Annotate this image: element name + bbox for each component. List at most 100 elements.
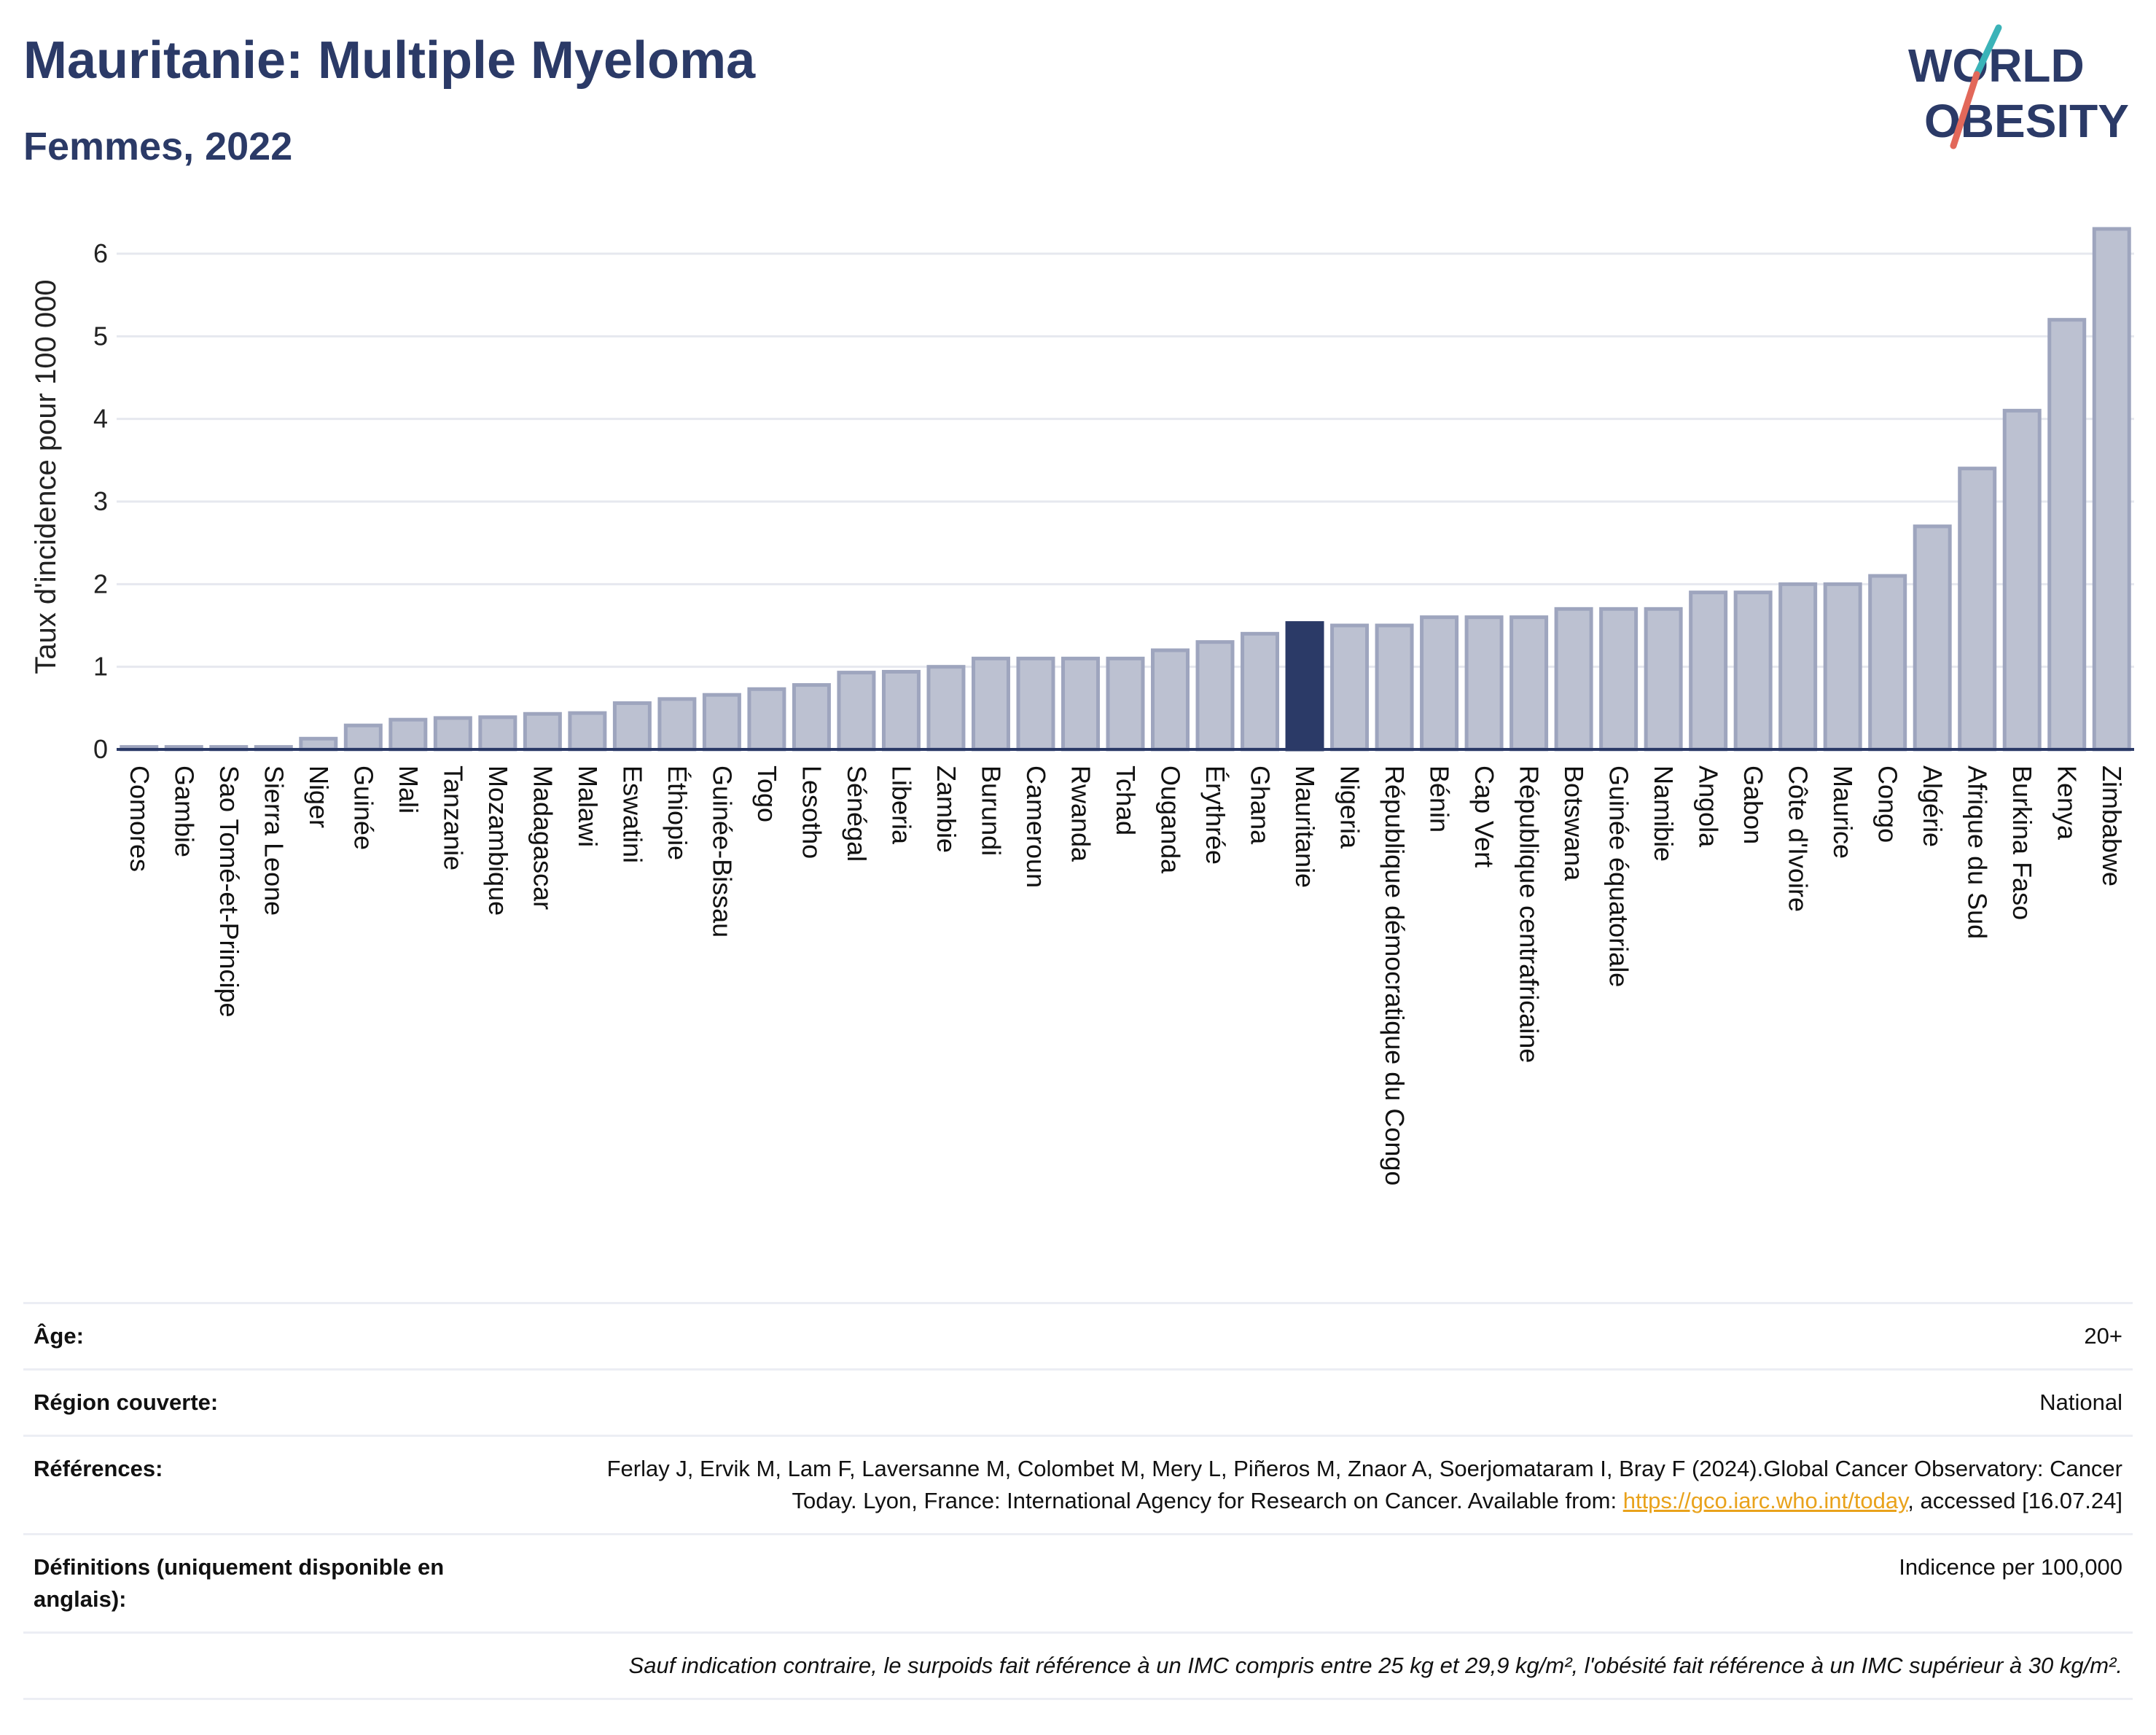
x-tick-label: Kenya — [2053, 765, 2082, 841]
x-tick-label: Mali — [394, 765, 423, 814]
x-tick-label: Éthiopie — [663, 765, 692, 860]
x-tick-label: Cameroun — [1021, 765, 1051, 888]
y-tick-label: 5 — [93, 321, 108, 351]
x-tick-label: Tanzanie — [438, 765, 468, 870]
bar-35 — [1689, 590, 1728, 752]
y-tick-label: 3 — [93, 486, 108, 516]
bar-13 — [702, 693, 741, 752]
bar-37 — [1778, 582, 1818, 752]
x-tick-label: République centrafricaine — [1515, 765, 1544, 1063]
bar-20 — [1016, 656, 1055, 752]
info-row-definitions: Définitions (uniquement disponible en an… — [23, 1533, 2133, 1631]
x-tick-label: Cap Vert — [1469, 765, 1499, 868]
x-tick-label: Afrique du Sud — [1963, 765, 1993, 939]
x-tick-label: Maurice — [1828, 765, 1858, 859]
bar-32 — [1554, 607, 1593, 752]
bar-14 — [747, 687, 786, 752]
y-tick-label: 6 — [93, 238, 108, 268]
definitions-label: Définitions (uniquement disponible en an… — [34, 1554, 445, 1612]
y-tick-label: 4 — [93, 404, 108, 434]
bar-12 — [657, 697, 697, 752]
references-text: Ferlay J, Ervik M, Lam F, Laversanne M, … — [606, 1456, 2122, 1513]
info-row-references: Références: Ferlay J, Ervik M, Lam F, La… — [23, 1435, 2133, 1533]
x-tick-label: Guinée-Bissau — [707, 765, 737, 937]
x-tick-label: Burundi — [976, 765, 1006, 856]
footnote: Sauf indication contraire, le surpoids f… — [628, 1653, 2122, 1678]
x-tick-label: Bénin — [1425, 765, 1455, 833]
x-tick-label: Madagascar — [528, 765, 558, 910]
x-tick-label: Zambie — [931, 765, 961, 853]
bar-41 — [1958, 467, 1997, 752]
bar-39 — [1868, 574, 1907, 752]
region-label: Région couverte: — [34, 1389, 219, 1415]
bar-28 — [1375, 623, 1414, 752]
x-tick-label: Botswana — [1559, 765, 1589, 881]
x-tick-label: Zimbabwe — [2097, 765, 2127, 886]
bar-34 — [1644, 607, 1683, 752]
x-tick-label: Niger — [304, 765, 334, 828]
bar-25 — [1241, 631, 1280, 752]
info-table: Âge: 20+ Région couverte: National Référ… — [23, 1302, 2133, 1700]
bar-9 — [523, 711, 562, 752]
world-obesity-logo: WORLD OBESITY — [1908, 24, 2129, 149]
references-suffix: , accessed [16.07.24] — [1907, 1488, 2122, 1513]
x-tick-label: Guinée — [348, 765, 378, 850]
x-tick-label: Côte d'Ivoire — [1784, 765, 1813, 912]
bar-36 — [1733, 590, 1773, 752]
x-tick-label: Tchad — [1111, 765, 1141, 835]
x-tick-label: Mauritanie — [1290, 765, 1320, 888]
bar-26 — [1285, 621, 1324, 752]
x-tick-label: Sénégal — [842, 765, 872, 862]
bar-8 — [478, 715, 517, 752]
x-tick-label: Eswatini — [617, 765, 647, 863]
x-tick-label: Liberia — [886, 765, 916, 845]
age-label: Âge: — [34, 1323, 84, 1349]
logo-line1: WORLD — [1908, 39, 2085, 92]
bar-11 — [612, 701, 652, 752]
bar-33 — [1599, 607, 1639, 752]
bar-29 — [1420, 615, 1459, 752]
x-tick-label: Sao Tomé-et-Principe — [214, 765, 244, 1018]
y-tick-label: 1 — [93, 652, 108, 682]
logo-slash-red — [1950, 71, 1980, 149]
info-row-region: Région couverte: National — [23, 1368, 2133, 1435]
x-tick-label: Congo — [1873, 765, 1903, 843]
x-tick-label: Algérie — [1918, 765, 1948, 847]
bar-21 — [1061, 656, 1100, 752]
bar-44 — [2092, 227, 2131, 752]
bar-43 — [2047, 318, 2087, 752]
references-label: Références: — [34, 1456, 163, 1481]
x-tick-label: Guinée équatoriale — [1604, 765, 1634, 987]
bar-17 — [881, 669, 921, 752]
bar-22 — [1106, 656, 1145, 752]
x-tick-label: Érythrée — [1200, 765, 1230, 865]
x-tick-label: Sierra Leone — [259, 765, 289, 916]
bar-15 — [792, 683, 831, 752]
references-link[interactable]: https://gco.iarc.who.int/today — [1622, 1488, 1908, 1513]
y-axis-title: Taux d'incidence pour 100 000 — [30, 279, 62, 674]
x-tick-label: Malawi — [573, 765, 603, 847]
bar-24 — [1195, 640, 1235, 752]
x-tick-label: Lesotho — [797, 765, 827, 859]
info-row-note: Sauf indication contraire, le surpoids f… — [23, 1631, 2133, 1700]
bar-40 — [1913, 524, 1952, 752]
x-tick-label: Gambie — [169, 765, 199, 857]
x-tick-label: Gabon — [1738, 765, 1768, 844]
chart-subtitle: Femmes, 2022 — [23, 125, 293, 168]
x-tick-label: Angola — [1694, 765, 1724, 848]
definitions-value: Indicence per 100,000 — [1899, 1554, 2122, 1580]
x-tick-label: Ghana — [1246, 765, 1276, 845]
bar-16 — [837, 671, 876, 752]
x-tick-label: Rwanda — [1066, 765, 1095, 862]
x-tick-label: Togo — [752, 765, 782, 822]
bar-6 — [388, 717, 428, 752]
bar-5 — [343, 723, 383, 752]
x-tick-label: Nigeria — [1335, 765, 1365, 849]
bar-30 — [1464, 615, 1504, 752]
incidence-bar-chart: 0 1 2 3 4 5 6 Taux d'incidence pour 100 000 Como… — [30, 227, 2134, 1185]
bar-10 — [568, 711, 607, 752]
bar-4 — [299, 736, 338, 752]
age-value: 20+ — [2084, 1323, 2122, 1349]
x-tick-label: Ouganda — [1156, 765, 1186, 874]
bar-31 — [1509, 615, 1549, 752]
